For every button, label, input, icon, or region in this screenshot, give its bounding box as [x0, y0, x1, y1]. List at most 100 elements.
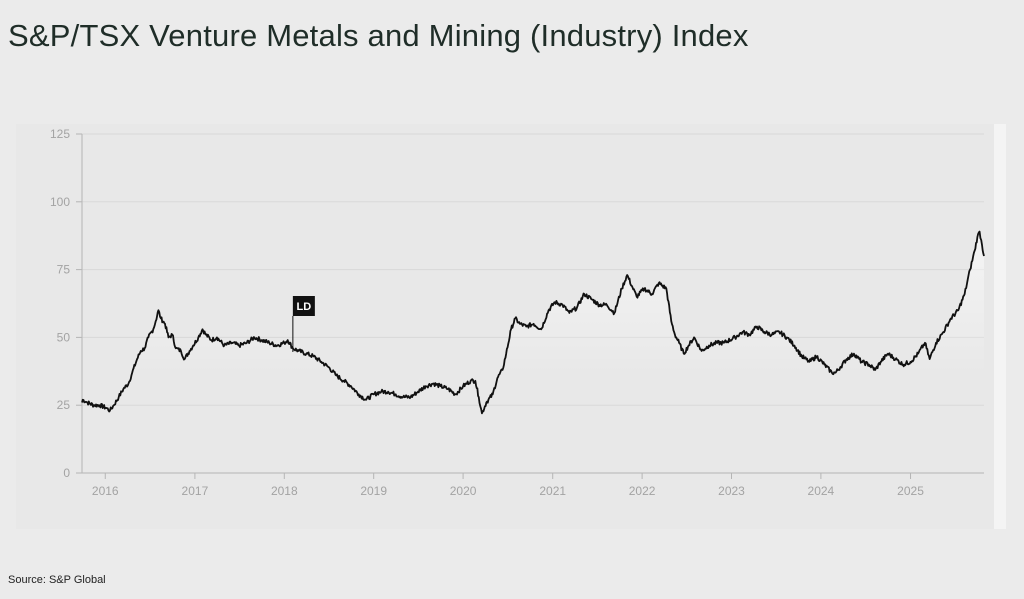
data-point[interactable] — [807, 360, 811, 364]
data-point[interactable] — [867, 363, 871, 367]
data-point[interactable] — [188, 349, 192, 353]
data-point[interactable] — [215, 335, 219, 339]
data-point[interactable] — [260, 338, 264, 342]
data-point[interactable] — [222, 344, 226, 348]
data-point[interactable] — [815, 354, 819, 358]
data-point[interactable] — [928, 357, 932, 361]
data-point[interactable] — [143, 346, 147, 350]
data-point[interactable] — [135, 357, 139, 361]
data-point[interactable] — [477, 395, 481, 399]
data-point[interactable] — [605, 303, 609, 307]
data-point[interactable] — [252, 335, 256, 339]
data-point[interactable] — [504, 352, 508, 356]
annotation-flag[interactable] — [292, 296, 315, 316]
data-point[interactable] — [179, 349, 183, 353]
data-point[interactable] — [597, 303, 601, 307]
data-point[interactable] — [267, 341, 271, 345]
data-point[interactable] — [792, 344, 796, 348]
data-point[interactable] — [424, 384, 428, 388]
series-line[interactable] — [81, 230, 985, 415]
data-point[interactable] — [117, 395, 121, 399]
data-point[interactable] — [372, 392, 376, 396]
data-point[interactable] — [480, 411, 484, 415]
data-point[interactable] — [539, 327, 543, 331]
data-point[interactable] — [491, 392, 495, 396]
data-point[interactable] — [722, 341, 726, 345]
data-point[interactable] — [894, 357, 898, 361]
data-point[interactable] — [156, 308, 160, 312]
data-point[interactable] — [852, 352, 856, 356]
data-point[interactable] — [245, 341, 249, 345]
data-point[interactable] — [501, 368, 505, 372]
data-point[interactable] — [956, 308, 960, 312]
data-point[interactable] — [416, 390, 420, 394]
data-point[interactable] — [620, 287, 624, 291]
data-point[interactable] — [524, 325, 528, 329]
line-chart[interactable]: 0 25 50 75 100 125 2016 2017 2018 2019 2020 2021 202… — [16, 124, 1006, 529]
data-point[interactable] — [518, 322, 522, 326]
data-point[interactable] — [151, 327, 155, 331]
data-point[interactable] — [319, 360, 323, 364]
data-point[interactable] — [982, 254, 986, 258]
data-point[interactable] — [98, 403, 102, 407]
data-point[interactable] — [357, 392, 361, 396]
data-point[interactable] — [108, 409, 112, 413]
data-point[interactable] — [327, 365, 331, 369]
data-point[interactable] — [762, 330, 766, 334]
data-point[interactable] — [635, 295, 639, 299]
data-point[interactable] — [879, 360, 883, 364]
data-point[interactable] — [439, 384, 443, 388]
data-point[interactable] — [174, 346, 178, 350]
data-point[interactable] — [873, 368, 877, 372]
data-point[interactable] — [379, 390, 383, 394]
data-point[interactable] — [461, 384, 465, 388]
data-point[interactable] — [834, 371, 838, 375]
data-point[interactable] — [509, 327, 513, 331]
data-point[interactable] — [81, 398, 85, 402]
data-point[interactable] — [785, 335, 789, 339]
data-point[interactable] — [495, 376, 499, 380]
data-point[interactable] — [901, 363, 905, 367]
data-point[interactable] — [159, 316, 163, 320]
data-point[interactable] — [968, 268, 972, 272]
data-point[interactable] — [692, 335, 696, 339]
data-point[interactable] — [297, 349, 301, 353]
data-point[interactable] — [980, 243, 984, 247]
data-point[interactable] — [963, 292, 967, 296]
data-point[interactable] — [741, 330, 745, 334]
data-point[interactable] — [364, 398, 368, 402]
data-point[interactable] — [582, 292, 586, 296]
data-point[interactable] — [386, 390, 390, 394]
data-point[interactable] — [127, 382, 131, 386]
data-point[interactable] — [677, 341, 681, 345]
data-point[interactable] — [650, 292, 654, 296]
data-point[interactable] — [146, 335, 150, 339]
data-point[interactable] — [707, 344, 711, 348]
data-point[interactable] — [130, 371, 134, 375]
data-point[interactable] — [409, 395, 413, 399]
data-point[interactable] — [154, 319, 158, 323]
data-point[interactable] — [657, 281, 661, 285]
data-point[interactable] — [170, 333, 174, 337]
data-point[interactable] — [121, 387, 125, 391]
data-point[interactable] — [230, 341, 234, 345]
data-point[interactable] — [949, 316, 953, 320]
data-point[interactable] — [923, 341, 927, 345]
data-point[interactable] — [777, 330, 781, 334]
data-point[interactable] — [286, 338, 290, 342]
data-point[interactable] — [567, 311, 571, 315]
data-point[interactable] — [673, 333, 677, 337]
data-point[interactable] — [561, 303, 565, 307]
data-point[interactable] — [334, 373, 338, 377]
data-point[interactable] — [822, 363, 826, 367]
data-point[interactable] — [630, 284, 634, 288]
data-point[interactable] — [196, 335, 200, 339]
data-point[interactable] — [401, 395, 405, 399]
data-point[interactable] — [715, 341, 719, 345]
data-point[interactable] — [860, 360, 864, 364]
data-point[interactable] — [204, 333, 208, 337]
data-point[interactable] — [553, 300, 557, 304]
data-point[interactable] — [612, 311, 616, 315]
data-point[interactable] — [275, 344, 279, 348]
data-point[interactable] — [909, 360, 913, 364]
